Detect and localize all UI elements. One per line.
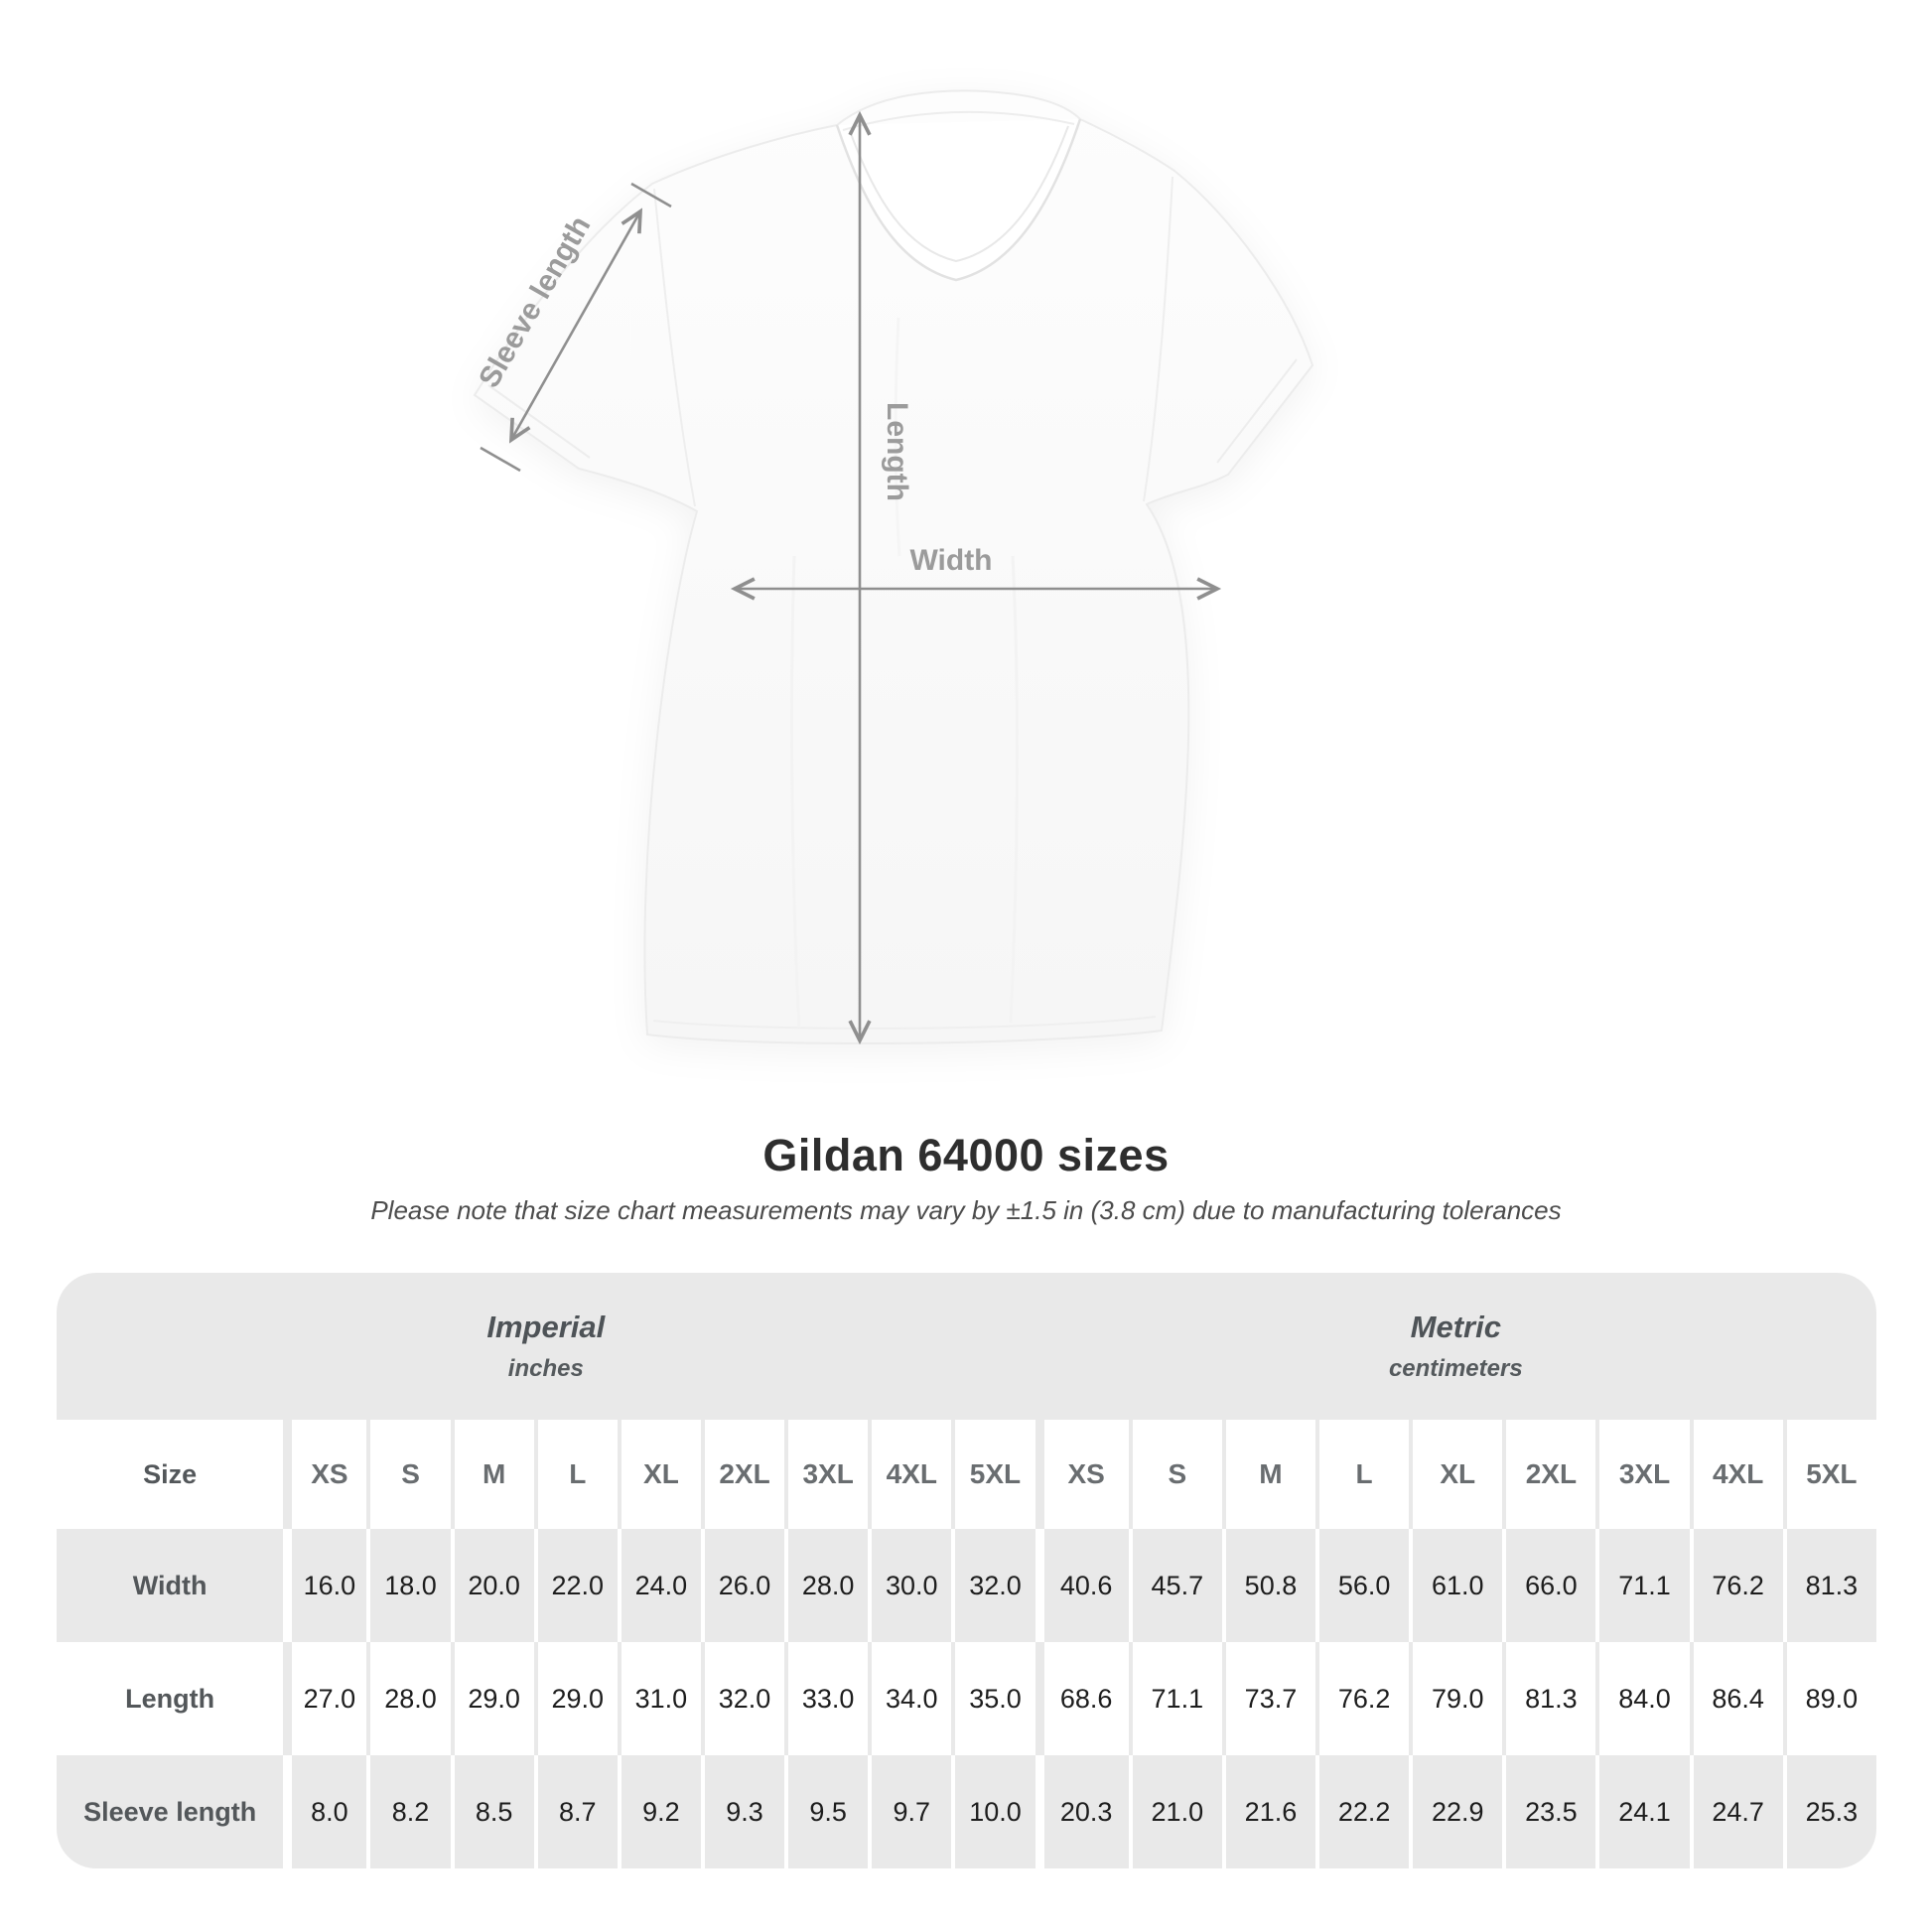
value-cell: 8.2: [366, 1755, 450, 1868]
value-cell: 21.6: [1221, 1755, 1315, 1868]
value-cell: 68.6: [1035, 1642, 1129, 1755]
size-col-header: XS: [1035, 1420, 1129, 1529]
value-cell: 24.1: [1595, 1755, 1689, 1868]
value-cell: 27.0: [283, 1642, 366, 1755]
value-cell: 22.0: [533, 1529, 618, 1642]
value-cell: 40.6: [1035, 1529, 1129, 1642]
value-cell: 8.5: [450, 1755, 534, 1868]
sleeve-dimension-tick: [480, 446, 521, 473]
unit-group-row: Imperial inches Metric centimeters: [57, 1273, 1876, 1420]
value-cell: 29.0: [533, 1642, 618, 1755]
value-cell: 71.1: [1128, 1642, 1222, 1755]
value-cell: 81.3: [1502, 1642, 1595, 1755]
measurement-row: Sleeve length 8.0 8.2 8.5 8.7 9.2 9.3 9.5 9.7 10.…: [57, 1755, 1876, 1868]
size-col-header: 3XL: [1595, 1420, 1689, 1529]
value-cell: 84.0: [1595, 1642, 1689, 1755]
sleeve-dimension-arrow: [508, 207, 643, 444]
size-col-header: 2XL: [700, 1420, 784, 1529]
value-cell: 28.0: [784, 1529, 868, 1642]
value-cell: 9.2: [617, 1755, 701, 1868]
value-cell: 28.0: [366, 1642, 450, 1755]
value-cell: 18.0: [366, 1529, 450, 1642]
value-cell: 30.0: [868, 1529, 951, 1642]
sleeve-dimension-tick: [630, 182, 672, 208]
value-cell: 9.7: [868, 1755, 951, 1868]
value-cell: 29.0: [450, 1642, 534, 1755]
size-col-header: XL: [617, 1420, 701, 1529]
value-cell: 8.0: [283, 1755, 366, 1868]
value-cell: 20.0: [450, 1529, 534, 1642]
width-label: Width: [909, 544, 992, 577]
length-label: Length: [881, 402, 913, 501]
value-cell: 33.0: [784, 1642, 868, 1755]
size-col-header: 3XL: [784, 1420, 868, 1529]
value-cell: 73.7: [1221, 1642, 1315, 1755]
size-col-header: 2XL: [1502, 1420, 1595, 1529]
tshirt-image: [473, 89, 1314, 1045]
size-col-header: 4XL: [1689, 1420, 1783, 1529]
value-cell: 56.0: [1315, 1529, 1409, 1642]
value-cell: 61.0: [1409, 1529, 1502, 1642]
size-col-header: M: [450, 1420, 534, 1529]
measurement-row: Length 27.0 28.0 29.0 29.0 31.0 32.0 33.0 34.0 35…: [57, 1642, 1876, 1755]
size-col-header: 5XL: [951, 1420, 1035, 1529]
tshirt-diagram: Sleeve length Length Width: [473, 89, 1314, 1045]
value-cell: 21.0: [1128, 1755, 1222, 1868]
value-cell: 89.0: [1782, 1642, 1876, 1755]
value-cell: 81.3: [1782, 1529, 1876, 1642]
size-col-header: XL: [1409, 1420, 1502, 1529]
value-cell: 34.0: [868, 1642, 951, 1755]
size-col-header: S: [1128, 1420, 1222, 1529]
imperial-group-unit: inches: [507, 1355, 584, 1382]
value-cell: 23.5: [1502, 1755, 1595, 1868]
value-cell: 76.2: [1315, 1642, 1409, 1755]
size-col-header: L: [533, 1420, 618, 1529]
measurement-row-label: Width: [132, 1570, 207, 1600]
size-col-header: L: [1315, 1420, 1409, 1529]
value-cell: 22.9: [1409, 1755, 1502, 1868]
metric-group-label: Metric: [1410, 1310, 1501, 1344]
value-cell: 10.0: [951, 1755, 1035, 1868]
value-cell: 32.0: [951, 1529, 1035, 1642]
measurement-row-label: Sleeve length: [83, 1796, 257, 1827]
size-table-wrapper: Imperial inches Metric centimeters Size X…: [57, 1273, 1876, 1868]
value-cell: 76.2: [1689, 1529, 1783, 1642]
value-cell: 32.0: [700, 1642, 784, 1755]
value-cell: 22.2: [1315, 1755, 1409, 1868]
size-col-header: XS: [283, 1420, 366, 1529]
page-title: Gildan 64000 sizes: [762, 1130, 1170, 1180]
value-cell: 71.1: [1595, 1529, 1689, 1642]
size-col-header: 4XL: [868, 1420, 951, 1529]
imperial-group-label: Imperial: [486, 1310, 606, 1344]
value-cell: 24.7: [1689, 1755, 1783, 1868]
imperial-group-header: Imperial inches: [57, 1273, 1035, 1420]
metric-group-header: Metric centimeters: [1035, 1273, 1876, 1420]
value-cell: 26.0: [700, 1529, 784, 1642]
value-cell: 25.3: [1782, 1755, 1876, 1868]
value-cell: 31.0: [617, 1642, 701, 1755]
value-cell: 9.3: [700, 1755, 784, 1868]
measurement-row: Width 16.0 18.0 20.0 22.0 24.0 26.0 28.0 30.0 32.…: [57, 1529, 1876, 1642]
size-table: Imperial inches Metric centimeters Size X…: [57, 1273, 1876, 1868]
value-cell: 8.7: [533, 1755, 618, 1868]
value-cell: 45.7: [1128, 1529, 1222, 1642]
size-header-row: Size XS S M L XL 2XL 3XL 4XL 5XL XS S M L XL 2XL 3XL 4XL 5…: [57, 1420, 1876, 1529]
value-cell: 86.4: [1689, 1642, 1783, 1755]
value-cell: 66.0: [1502, 1529, 1595, 1642]
tolerance-note: Please note that size chart measurements…: [370, 1195, 1562, 1225]
value-cell: 79.0: [1409, 1642, 1502, 1755]
measurement-row-label: Length: [125, 1683, 215, 1714]
value-cell: 16.0: [283, 1529, 366, 1642]
size-col-header: 5XL: [1782, 1420, 1876, 1529]
value-cell: 20.3: [1035, 1755, 1129, 1868]
size-header-label: Size: [143, 1458, 198, 1489]
value-cell: 50.8: [1221, 1529, 1315, 1642]
size-col-header: M: [1221, 1420, 1315, 1529]
size-col-header: S: [366, 1420, 450, 1529]
value-cell: 9.5: [784, 1755, 868, 1868]
metric-group-unit: centimeters: [1388, 1355, 1523, 1382]
value-cell: 35.0: [951, 1642, 1035, 1755]
value-cell: 24.0: [617, 1529, 701, 1642]
